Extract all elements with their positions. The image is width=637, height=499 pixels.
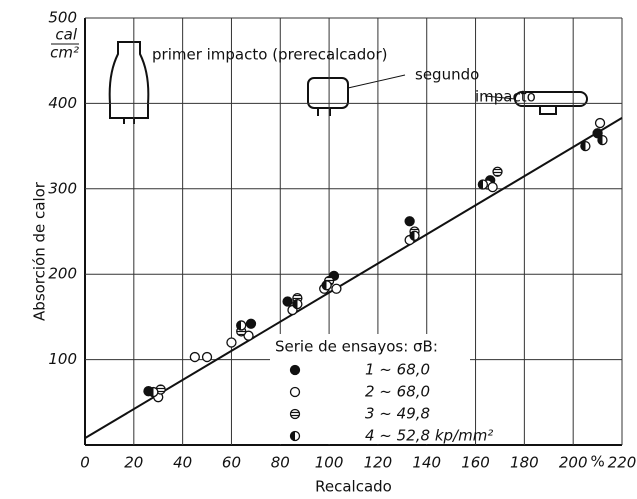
x-tick-label: 120 [364,454,393,472]
point [581,142,590,151]
chart: 0 20 40 60 80 100 120 140 160 180 200 220% 100 200 300… [0,0,637,499]
legend-label: 4 ~ 52,8 kp/mm² [365,427,493,445]
point [405,217,414,226]
x-axis-label: Recalcado [315,478,392,496]
legend-marker [291,410,300,419]
y-unit-denominator: cm² [50,44,79,62]
x-tick-label: 100 [315,454,344,472]
point [149,388,158,397]
y-tick-label: 300 [48,179,77,197]
x-tick-label: 0 [80,454,90,472]
icon-segundo [308,75,405,116]
point [293,300,302,309]
y-tick-label: 100 [48,350,77,368]
legend-marker [291,432,300,441]
y-tick-label: 500 [48,9,77,27]
point [332,284,341,293]
x-tick-label: 140 [412,454,441,472]
y-axis-label: Absorción de calor [31,181,49,321]
x-tick-label: 20 [124,454,143,472]
point [478,180,487,189]
point [322,281,331,290]
x-tick-label: 200 [559,454,588,472]
x-tick-label: 80 [271,454,290,472]
point [227,338,236,347]
point [488,183,497,192]
legend-label: 1 ~ 68,0 [365,361,430,379]
point [203,353,212,362]
y-tick-label: 200 [48,265,77,283]
legend-label: 3 ~ 49,8 [365,405,430,423]
legend-marker [291,388,300,397]
point [237,321,246,330]
annotation: segundo [415,66,479,84]
y-tick-label: 400 [48,94,77,112]
annotation: impacto [475,88,536,106]
legend-title: Serie de ensayos: σB: [275,338,438,356]
point [283,297,292,306]
x-tick-label: 40 [173,454,192,472]
point [598,136,607,145]
x-tick-label: 60 [222,454,241,472]
x-unit: % [590,453,604,471]
legend-marker [291,366,300,375]
point [596,119,605,128]
x-tick-label: 180 [510,454,539,472]
point [410,231,419,240]
legend-label: 2 ~ 68,0 [365,383,430,401]
annotation: primer impacto (prerecalcador) [152,46,387,64]
x-tick-label: 160 [461,454,490,472]
x-tick-label: 220 [608,454,637,472]
icon-prerecalcador [110,42,149,124]
point [493,167,502,176]
y-unit-numerator: cal [55,26,77,44]
point [246,319,255,328]
point [190,353,199,362]
